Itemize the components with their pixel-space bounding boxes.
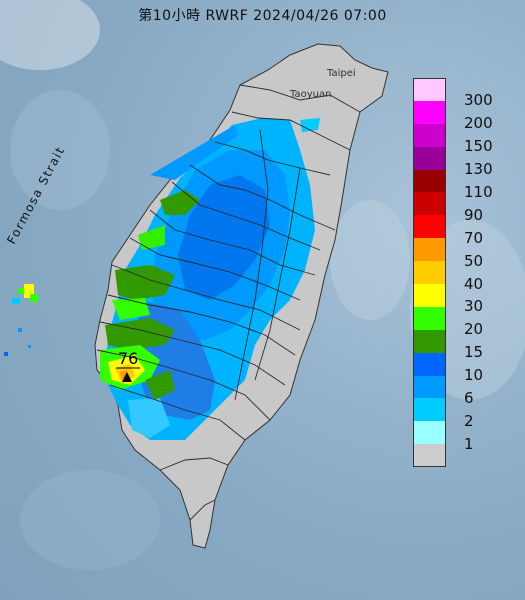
legend-label: 40 xyxy=(464,274,484,293)
legend-label: 200 xyxy=(464,114,493,133)
heavy-rain-bands xyxy=(100,190,200,400)
max-value-marker xyxy=(122,372,132,382)
legend-row: 30 xyxy=(413,284,523,315)
legend-row: 20 xyxy=(413,306,523,338)
legend-row: 70 xyxy=(413,215,523,247)
legend-swatch xyxy=(413,444,446,468)
legend-label: 2 xyxy=(464,411,474,430)
legend-swatch xyxy=(413,123,446,147)
legend-swatch xyxy=(413,352,446,376)
legend-row: 50 xyxy=(413,238,523,270)
legend-label: 10 xyxy=(464,366,484,385)
legend-row: 110 xyxy=(413,169,523,201)
legend-label: 110 xyxy=(464,183,493,201)
legend-swatch xyxy=(413,398,446,422)
legend-swatch xyxy=(413,306,446,330)
taoyuan-label: Taoyuan xyxy=(289,89,331,100)
legend-swatch xyxy=(413,215,446,239)
legend-label: 1 xyxy=(464,434,474,453)
legend-swatch xyxy=(413,329,446,353)
legend-label: 90 xyxy=(464,205,484,224)
legend-row: 1 xyxy=(413,421,523,453)
county-boundaries xyxy=(96,84,361,521)
legend-swatch xyxy=(413,261,446,285)
legend-label: 50 xyxy=(464,251,484,270)
taipei-label: Taipei xyxy=(326,68,356,79)
rainfall-legend: 300 200 150 130 110 90 70 50 40 30 20 15 10 6 2 1 xyxy=(413,78,523,468)
legend-row: 40 xyxy=(413,261,523,293)
legend-row: 300 xyxy=(413,78,523,109)
legend-swatch xyxy=(413,284,446,307)
legend-swatch xyxy=(413,375,446,399)
legend-row: 15 xyxy=(413,329,523,361)
legend-row: 150 xyxy=(413,123,523,155)
legend-swatch xyxy=(413,169,446,193)
legend-row xyxy=(413,444,523,468)
legend-label: 20 xyxy=(464,320,484,339)
legend-label: 130 xyxy=(464,160,493,179)
legend-row: 2 xyxy=(413,398,523,430)
legend-label: 70 xyxy=(464,228,484,247)
legend-row: 90 xyxy=(413,192,523,224)
legend-row: 130 xyxy=(413,146,523,178)
legend-swatch xyxy=(413,146,446,170)
legend-row: 6 xyxy=(413,375,523,407)
legend-label: 15 xyxy=(464,343,484,362)
offshore-rain-cells xyxy=(4,284,38,356)
legend-label: 300 xyxy=(464,91,493,110)
map-title: 第10小時 RWRF 2024/04/26 07:00 xyxy=(138,8,387,24)
legend-swatch xyxy=(413,192,446,216)
legend-row: 200 xyxy=(413,100,523,132)
legend-row: 10 xyxy=(413,352,523,384)
legend-swatch xyxy=(413,238,446,262)
legend-swatch xyxy=(413,100,446,124)
legend-label: 30 xyxy=(464,297,484,316)
legend-label: 6 xyxy=(464,389,474,408)
max-value-label: 76 xyxy=(118,349,138,368)
legend-swatch xyxy=(413,78,446,101)
legend-swatch xyxy=(413,421,446,445)
legend-label: 150 xyxy=(464,137,493,156)
